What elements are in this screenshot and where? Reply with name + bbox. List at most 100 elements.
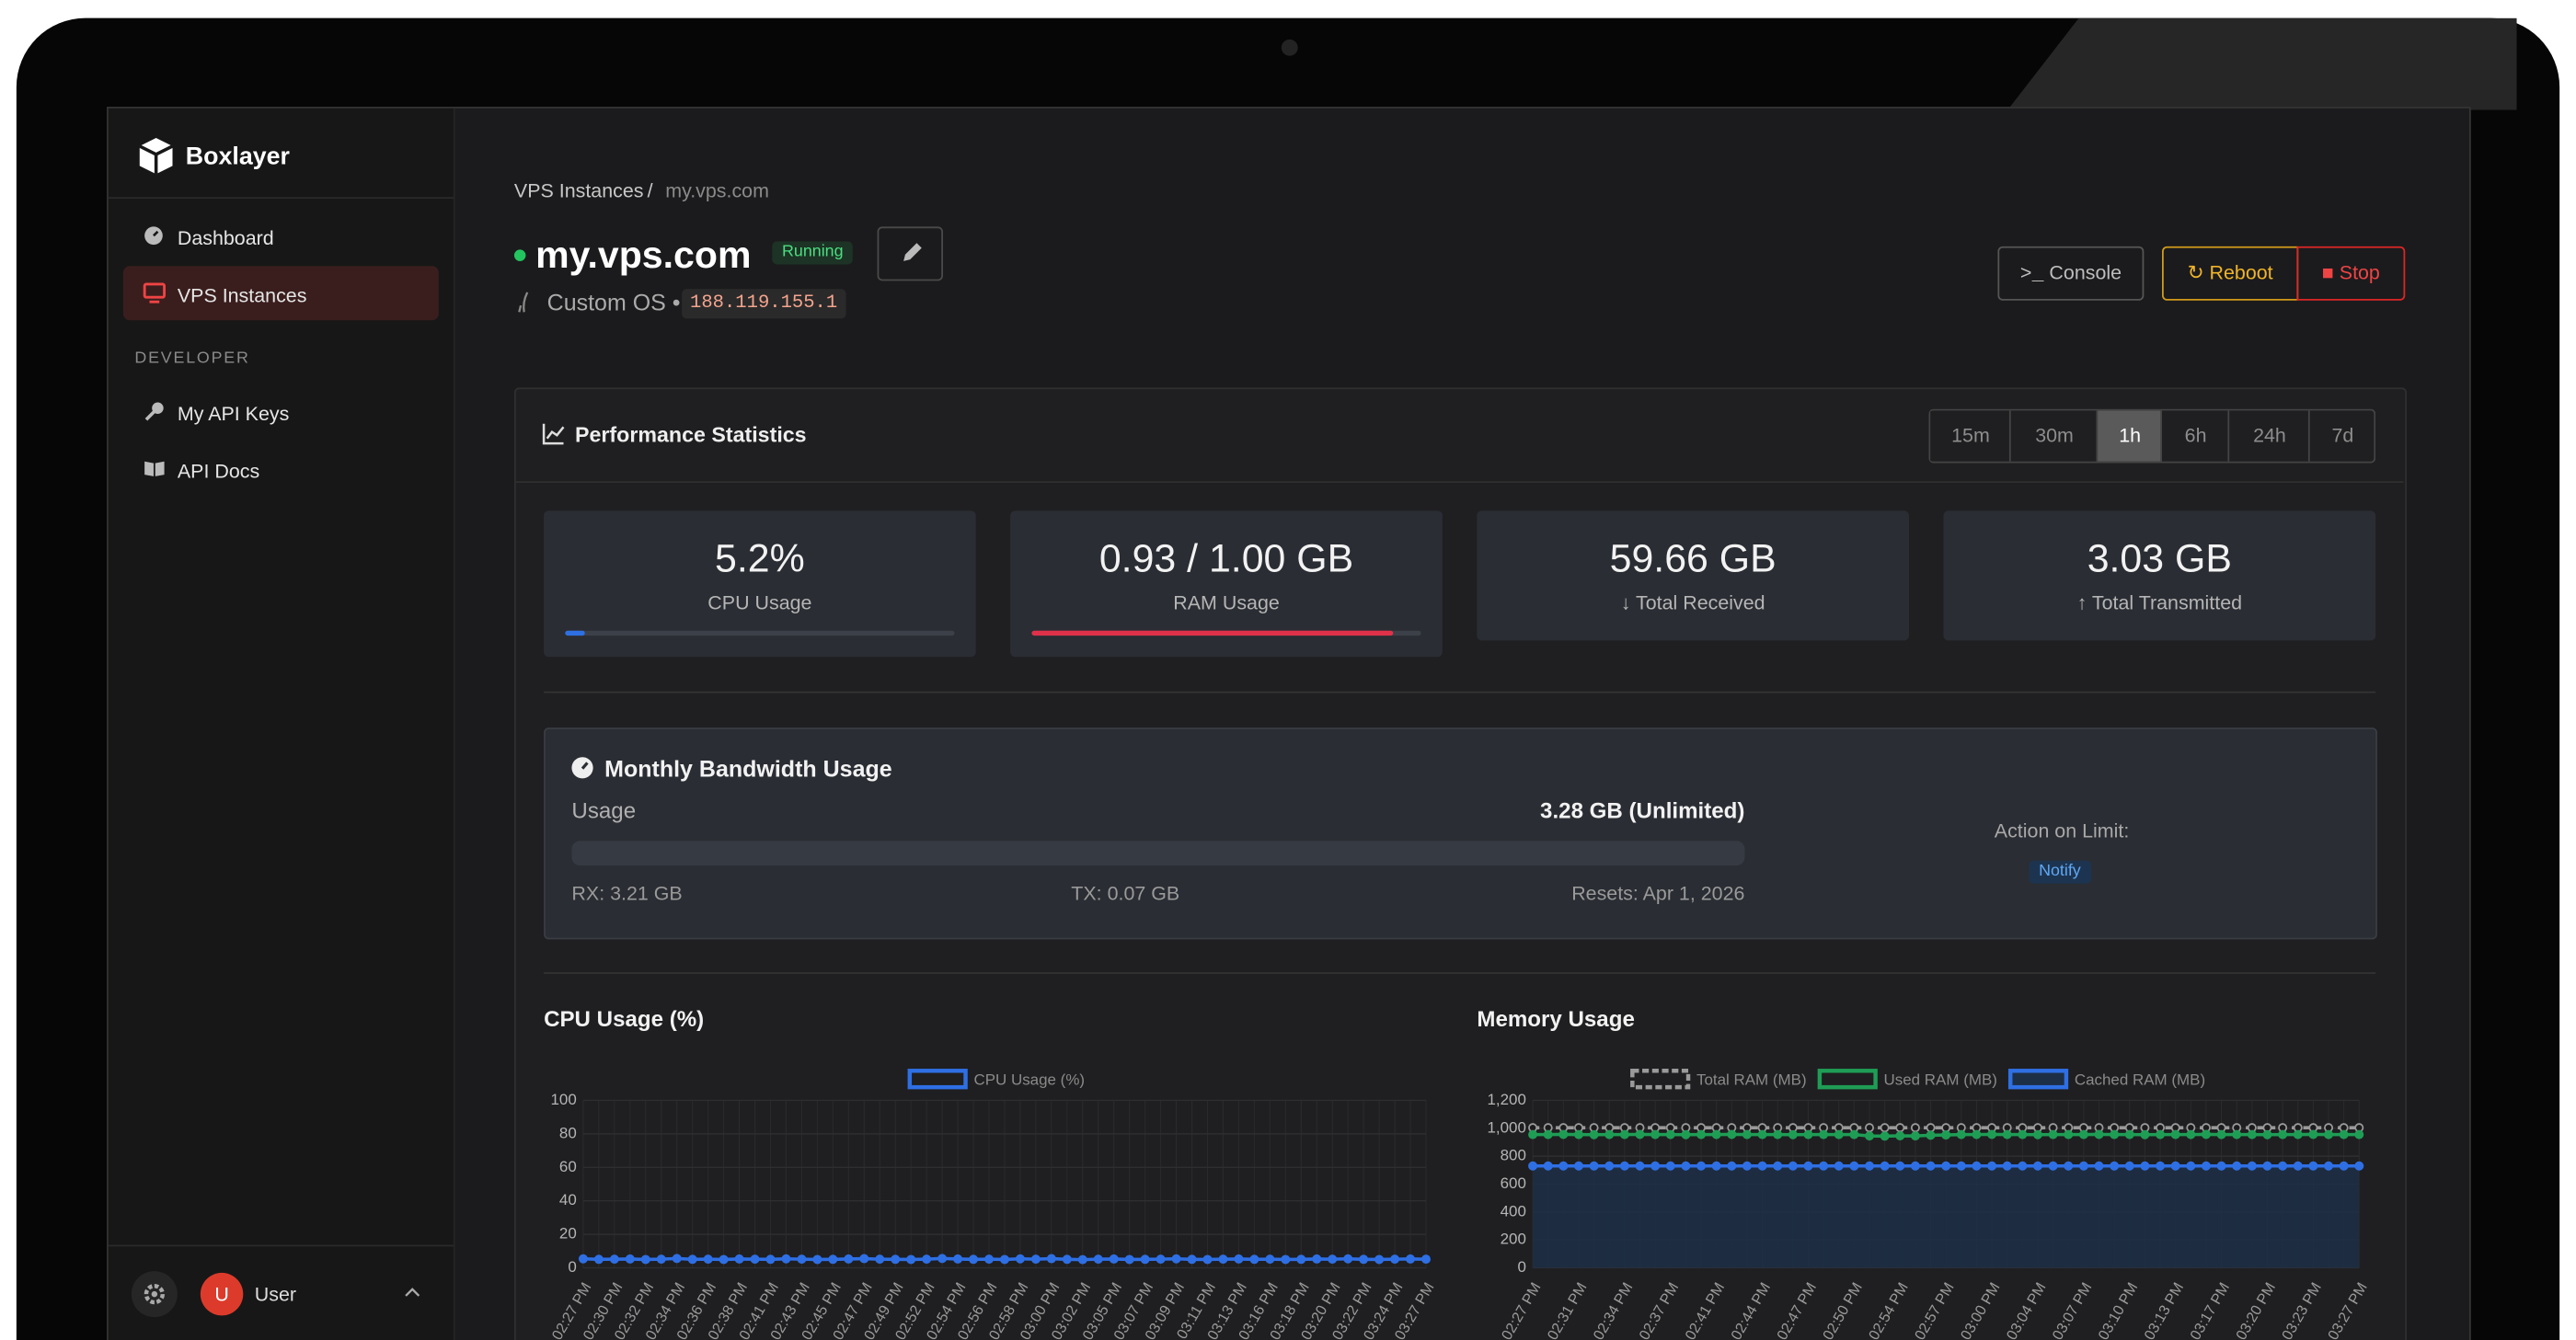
reboot-button[interactable]: ↻ Reboot	[2162, 246, 2299, 301]
point	[1865, 1131, 1875, 1141]
breadcrumb-current: my.vps.com	[665, 178, 769, 202]
point	[2247, 1161, 2257, 1171]
point	[1635, 1129, 1645, 1140]
range-button[interactable]: 15m	[1928, 410, 2010, 462]
point	[1941, 1161, 1951, 1171]
stat-label: CPU Usage	[707, 590, 812, 614]
point	[2048, 1161, 2058, 1171]
nav-label: VPS Instances	[177, 283, 307, 307]
point	[1374, 1254, 1385, 1265]
progress-track	[565, 630, 955, 636]
nav-item[interactable]: API Docs	[123, 441, 439, 496]
divider	[544, 691, 2376, 693]
point	[937, 1254, 948, 1264]
point	[1543, 1161, 1553, 1171]
point	[2078, 1129, 2088, 1140]
point	[1849, 1161, 1859, 1171]
point	[2018, 1161, 2028, 1171]
point	[719, 1254, 729, 1265]
legend-item[interactable]: Used RAM (MB)	[1817, 1069, 1997, 1090]
point	[2156, 1161, 2166, 1171]
legend-label: CPU Usage (%)	[973, 1071, 1085, 1088]
point	[1406, 1254, 1416, 1264]
point	[1865, 1161, 1875, 1171]
y-tick-label: 100	[550, 1091, 576, 1108]
x-tick-label: 03:10 PM	[2095, 1280, 2141, 1340]
panel-title: Performance Statistics	[575, 421, 807, 447]
point	[1249, 1254, 1259, 1265]
point	[1834, 1161, 1844, 1171]
point	[1742, 1129, 1752, 1140]
point	[1573, 1129, 1583, 1140]
stop-button[interactable]: ■ Stop	[2296, 246, 2406, 301]
y-tick-label: 80	[559, 1124, 577, 1141]
point	[984, 1254, 995, 1265]
point	[1819, 1129, 1829, 1140]
y-tick-label: 200	[1501, 1231, 1526, 1248]
point	[999, 1254, 1009, 1265]
point	[2186, 1129, 2196, 1140]
range-button[interactable]: 7d	[2307, 410, 2374, 462]
point	[1696, 1161, 1707, 1171]
nav-item[interactable]: Dashboard	[123, 209, 439, 263]
point	[1343, 1254, 1353, 1264]
nav-item-active[interactable]: VPS Instances	[122, 266, 439, 321]
point	[1281, 1254, 1291, 1265]
chevron[interactable]	[404, 1286, 420, 1299]
point	[2170, 1161, 2180, 1171]
avatar[interactable]: U	[200, 1272, 244, 1316]
logo-icon	[138, 138, 174, 175]
legend-item[interactable]: CPU Usage (%)	[907, 1069, 1085, 1090]
user-name[interactable]: User	[254, 1282, 297, 1306]
legend: Total RAM (MB) Used RAM (MB) Cached RAM (M…	[1630, 1069, 2205, 1090]
point	[1681, 1161, 1691, 1171]
range-button[interactable]: 6h	[2160, 410, 2229, 462]
range-button[interactable]: 30m	[2008, 410, 2098, 462]
point	[1650, 1161, 1661, 1171]
point	[844, 1254, 854, 1264]
console-button[interactable]: >_ Console	[1997, 246, 2145, 301]
nav-item[interactable]: My API Keys	[123, 384, 439, 439]
point	[1665, 1161, 1675, 1171]
brand: Boxlayer	[185, 143, 290, 171]
legend-item[interactable]: Total RAM (MB)	[1630, 1069, 1807, 1090]
range-button[interactable]: 24h	[2227, 410, 2309, 462]
settings-button[interactable]	[131, 1271, 178, 1318]
point	[2170, 1129, 2180, 1140]
point	[1124, 1254, 1134, 1265]
point	[969, 1254, 979, 1265]
point	[1558, 1161, 1569, 1171]
point	[2293, 1161, 2303, 1171]
usage-value: 3.28 GB (Unlimited)	[1540, 797, 1745, 823]
edit-button[interactable]	[877, 226, 943, 281]
range-button[interactable]: 1h	[2096, 410, 2162, 462]
tx-label: TX: 0.07 GB	[1071, 881, 1180, 905]
y-tick-label: 0	[568, 1258, 576, 1276]
point	[1849, 1129, 1859, 1140]
button-label: Reboot	[2209, 260, 2273, 284]
legend: CPU Usage (%)	[907, 1069, 1085, 1090]
legend-item[interactable]: Cached RAM (MB)	[2007, 1069, 2205, 1090]
point	[1880, 1131, 1890, 1141]
instance-name: my.vps.com	[535, 233, 752, 276]
point	[2339, 1161, 2349, 1171]
stat-card: 59.66 GB ↓ Total Received	[1477, 510, 1909, 641]
point	[2048, 1129, 2058, 1140]
action-badge: Notify	[2029, 860, 2091, 884]
point	[1742, 1161, 1752, 1171]
point	[1987, 1129, 1997, 1140]
point	[1865, 1123, 1875, 1133]
x-tick-label: 03:23 PM	[2279, 1280, 2325, 1340]
point	[625, 1254, 635, 1264]
point	[1156, 1254, 1166, 1265]
point	[1711, 1161, 1721, 1171]
point	[2110, 1161, 2120, 1171]
point	[1312, 1254, 1322, 1264]
point	[2262, 1161, 2272, 1171]
breadcrumb-link[interactable]: VPS Instances	[513, 178, 644, 202]
point	[2064, 1161, 2074, 1171]
point	[1528, 1129, 1538, 1140]
